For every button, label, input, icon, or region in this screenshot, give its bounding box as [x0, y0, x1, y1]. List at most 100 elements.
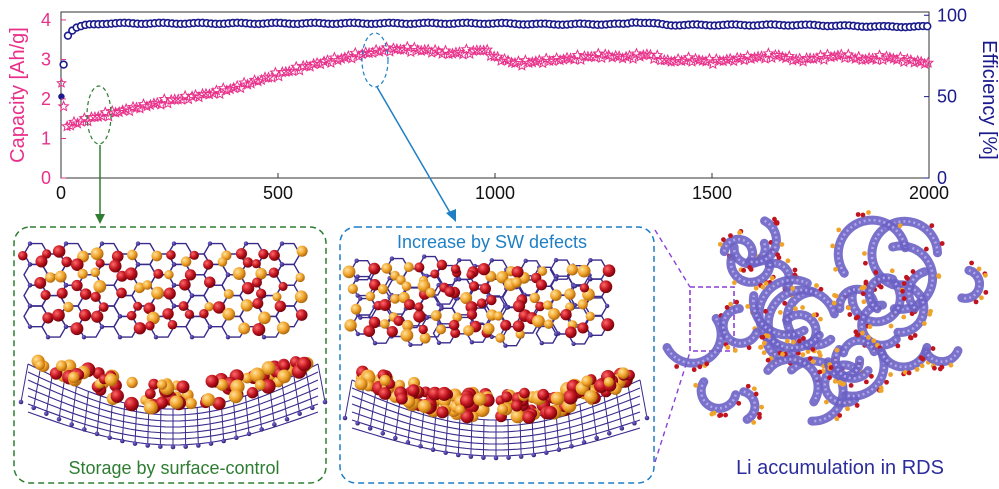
li-atom-red — [907, 335, 913, 340]
capacity-series — [55, 40, 935, 132]
li-atom-red — [983, 289, 989, 295]
li-atom-orange — [867, 324, 873, 330]
li-atom-orange — [543, 319, 554, 329]
carbon-atom — [553, 331, 559, 337]
carbon-atom — [189, 293, 195, 298]
li-atom-red — [295, 309, 308, 321]
li-atom-red — [379, 299, 392, 311]
capacity-point — [130, 101, 143, 113]
li-atom-red — [256, 288, 267, 299]
li-atom-orange — [228, 389, 243, 404]
rds-sheet — [921, 346, 963, 367]
efficiency-point — [59, 60, 68, 69]
li-atom-red — [522, 410, 536, 424]
li-atom-orange — [379, 374, 391, 386]
carbon-atom — [279, 241, 285, 246]
li-atom-orange — [763, 281, 769, 286]
li-atom-orange — [745, 303, 751, 309]
carbon-atom — [443, 450, 448, 455]
li-atom-red — [854, 403, 860, 408]
li-atom-red — [418, 324, 428, 335]
sheet-rung — [519, 418, 522, 457]
li-atom-red — [721, 237, 726, 243]
sheet-rung — [245, 395, 250, 434]
caption-right: Li accumulation in RDS — [736, 457, 944, 479]
li-atom-orange — [777, 310, 783, 315]
li-atom-red — [395, 392, 408, 405]
carbon-atom — [171, 303, 177, 309]
capacity-point — [828, 50, 841, 62]
li-atom-orange — [769, 275, 775, 281]
li-atom-orange — [381, 262, 393, 274]
li-atom-red — [855, 332, 861, 338]
li-atom-orange — [805, 349, 811, 355]
capacity-point — [106, 104, 119, 117]
li-atom-red — [126, 310, 137, 321]
li-atom-red — [501, 391, 513, 403]
li-atom-orange — [902, 369, 908, 375]
rds-sheet — [696, 377, 741, 413]
sheet-rung — [369, 390, 377, 429]
capacity-point — [922, 56, 935, 68]
li-atom-red — [189, 250, 199, 260]
li-atom-orange — [142, 280, 153, 290]
li-atom-orange — [482, 322, 495, 335]
li-atom-red — [212, 396, 226, 410]
li-atom-orange — [548, 307, 561, 321]
carbon-atom — [481, 455, 486, 460]
li-atom-orange — [63, 301, 74, 313]
panel-rds: Li accumulation in RDS — [662, 210, 989, 479]
capacity-point — [692, 53, 705, 66]
carbon-atom — [158, 444, 163, 449]
li-atom-red — [734, 299, 740, 305]
capacity-point — [373, 45, 386, 57]
li-atom-orange — [577, 264, 591, 278]
capacity-point — [515, 59, 528, 71]
li-atom-red — [246, 387, 259, 399]
li-atom-red — [869, 373, 874, 379]
li-atom-orange — [402, 319, 414, 332]
li-atom-red — [796, 338, 802, 344]
li-atom-red — [579, 283, 590, 293]
sheet-rung — [281, 381, 288, 420]
carbon-atom — [544, 450, 549, 455]
sheet-rung — [615, 390, 623, 429]
li-atom-orange — [222, 307, 236, 321]
li-atom-orange — [365, 291, 376, 302]
capacity-point — [731, 51, 744, 63]
li-atom-red — [895, 343, 901, 349]
carbon-atom — [284, 416, 290, 422]
carbon-atom — [604, 303, 610, 309]
li-atom-orange — [841, 381, 846, 387]
li-atom-orange — [550, 391, 565, 406]
li-atom-red — [728, 233, 733, 239]
carbon-atom — [408, 342, 413, 348]
carbon-atom — [171, 241, 177, 246]
callout-ellipse-peak — [361, 32, 389, 88]
li-atom-red — [837, 413, 843, 418]
connector-top — [654, 229, 691, 288]
capacity-point — [484, 49, 497, 62]
capacity-point — [102, 110, 115, 122]
carbon-atom — [94, 431, 100, 437]
capacity-point — [147, 97, 160, 109]
li-atom-orange — [295, 272, 305, 283]
rds-sheet-detail — [845, 351, 886, 398]
capacity-point — [679, 54, 692, 66]
capacity-point — [849, 52, 862, 64]
li-atom-red — [828, 365, 834, 370]
li-atom-orange — [823, 399, 829, 405]
li-atom-red — [110, 389, 124, 403]
plot-frame — [60, 11, 930, 179]
sheet-rung — [71, 386, 77, 425]
li-atom-orange — [878, 387, 883, 393]
li-atom-orange — [831, 300, 837, 306]
rds-sheet-detail — [823, 363, 857, 405]
li-atom-orange — [249, 367, 265, 383]
li-atom-orange — [201, 393, 215, 407]
carbon-atom — [372, 340, 378, 346]
li-atom-orange — [585, 311, 595, 321]
capacity-point — [873, 49, 886, 61]
li-atom-red — [70, 322, 84, 336]
